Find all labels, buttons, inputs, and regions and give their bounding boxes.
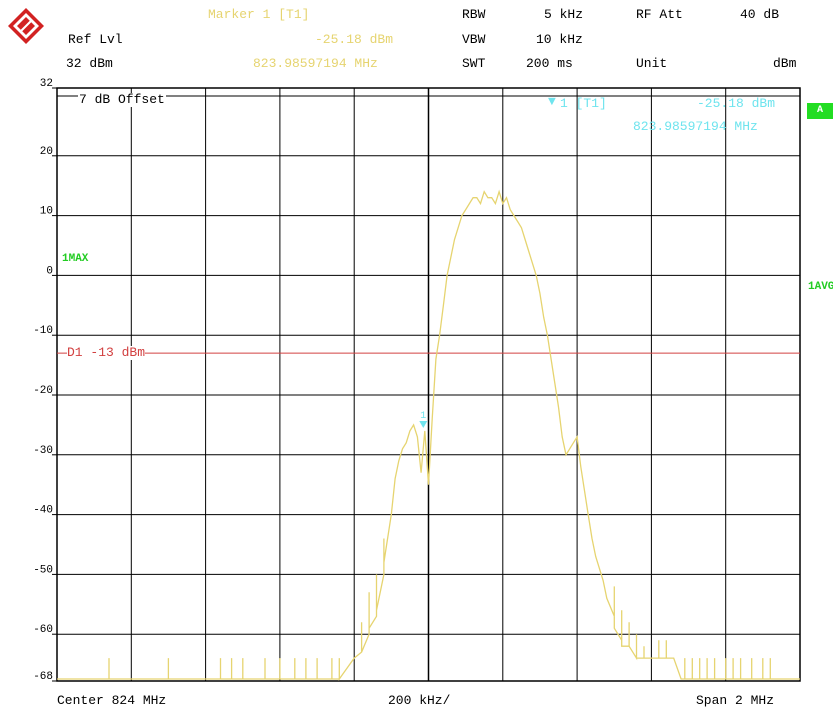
y-tick-label: -40 [33, 505, 53, 517]
trace-1max [57, 189, 800, 682]
marker-number: 1 [420, 411, 426, 422]
y-tick-label: 10 [40, 206, 53, 218]
y-tick-label: 0 [46, 265, 53, 277]
span-frequency: Span 2 MHz [696, 693, 775, 708]
vbw-label: VBW [462, 32, 486, 47]
marker-triangle [419, 420, 428, 428]
trace-badge-a: A [807, 103, 833, 119]
marker-frequency-overlay: 823.98597194 MHz [633, 119, 758, 134]
ref-level-label: Ref Lvl [68, 32, 123, 47]
display-line-label: D1 -13 dBm [67, 345, 146, 360]
marker-1: 1 [419, 411, 428, 428]
offset-label: 7 dB Offset [78, 92, 166, 107]
marker-label: 1 [T1] [560, 96, 607, 111]
rbw-value: 5 kHz [544, 7, 584, 22]
y-tick-label: 32 [40, 78, 53, 90]
y-tick-label: -20 [33, 385, 53, 397]
marker-indicator-icon: ▼ [548, 94, 556, 109]
rf-att-label: RF Att [636, 7, 683, 22]
ref-level-value: 32 dBm [66, 56, 113, 71]
rf-att-value: 40 dB [740, 7, 780, 22]
division-frequency: 200 kHz/ [388, 693, 451, 708]
vbw-value: 10 kHz [536, 32, 583, 47]
unit-label: Unit [636, 56, 668, 71]
marker-frequency: 823.98597194 MHz [253, 56, 378, 71]
y-tick-label: -60 [33, 624, 53, 636]
swt-value: 200 ms [526, 56, 573, 71]
y-tick-label: -50 [33, 564, 53, 576]
marker-title: Marker 1 [T1] [208, 7, 310, 22]
y-tick-label: -30 [33, 445, 53, 457]
unit-value: dBm [773, 56, 797, 71]
rohde-schwarz-logo [8, 8, 44, 44]
y-tick-label: -10 [33, 325, 53, 337]
swt-label: SWT [462, 56, 486, 71]
y-tick-label: 20 [40, 146, 53, 158]
rbw-label: RBW [462, 7, 486, 22]
marker-level: -25.18 dBm [315, 32, 394, 47]
trace-label-1max: 1MAX [62, 253, 89, 265]
y-tick-label: -68 [33, 671, 53, 683]
marker-level-overlay: -25.18 dBm [697, 96, 776, 111]
center-frequency: Center 824 MHz [57, 693, 167, 708]
trace-label-1avg: 1AVG [808, 281, 833, 293]
